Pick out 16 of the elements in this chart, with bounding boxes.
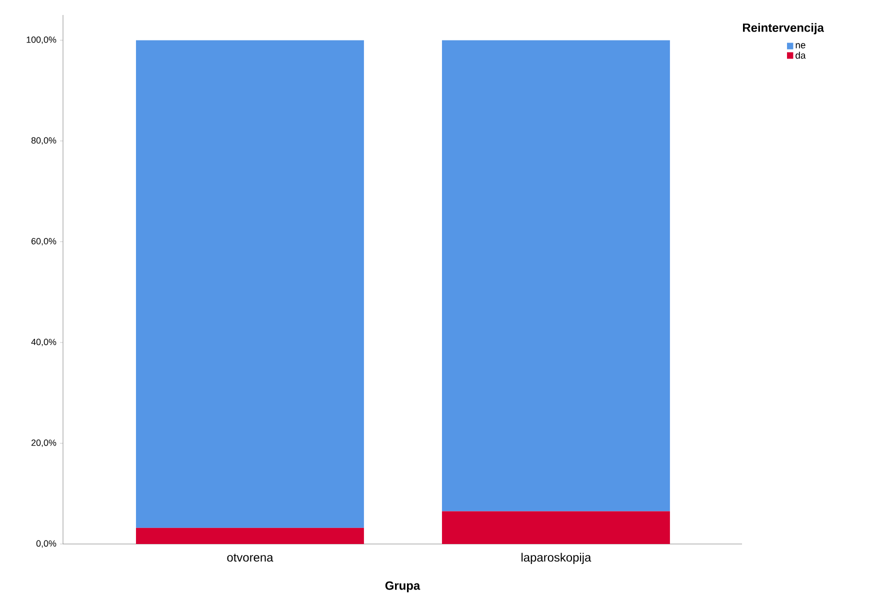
legend-title: Reintervencija [743,23,824,34]
bar [136,528,364,544]
bar [442,40,670,512]
y-tick-label: 20,0% [32,440,56,447]
y-tick-label: 0,0% [36,540,56,548]
bar [136,40,364,528]
x-axis-title: Grupa [385,581,420,592]
x-tick-label: laparoskopija [522,552,592,564]
y-tick-label: 80,0% [31,137,56,145]
y-tick-label: 100,0% [26,36,56,44]
y-tick-label: 40,0% [31,338,56,346]
y-tick-label: 60,0% [32,238,56,246]
x-tick-label: otvorena [227,554,274,562]
legend-label: da [796,52,806,59]
legend-label: ne [796,43,806,48]
bar [442,511,670,544]
